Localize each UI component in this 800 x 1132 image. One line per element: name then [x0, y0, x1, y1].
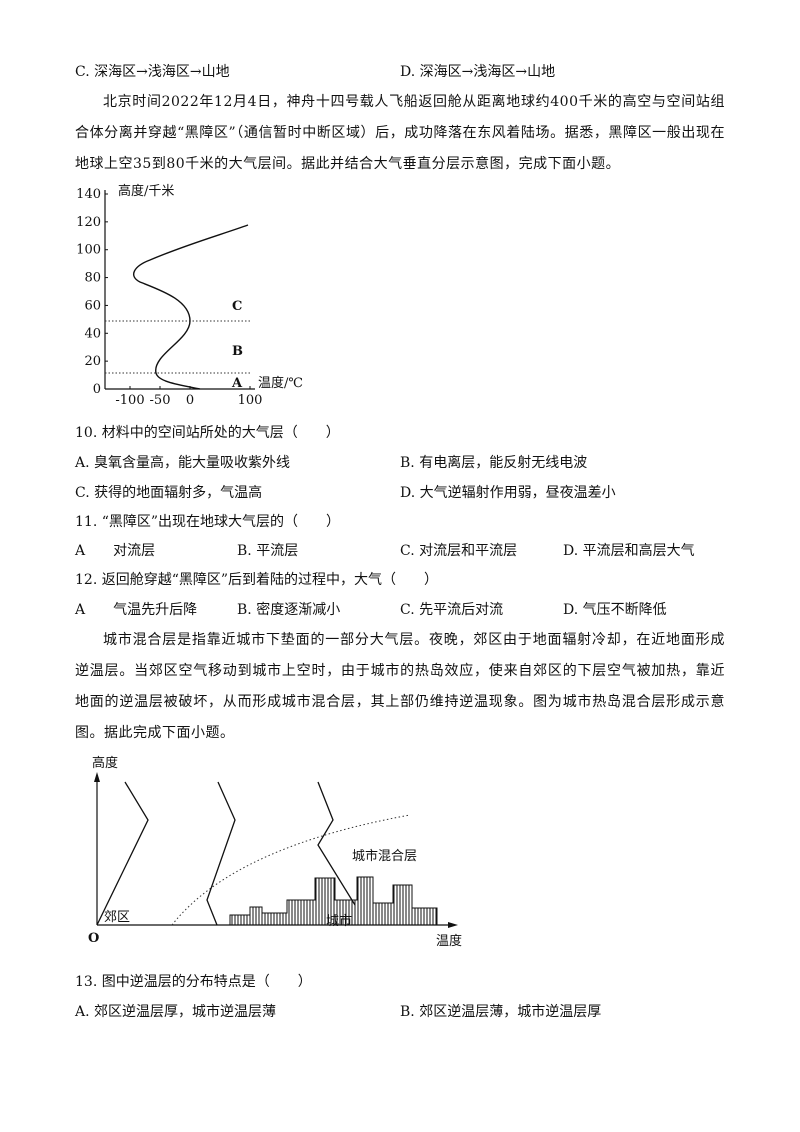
option: B. 郊区逆温层薄，城市逆温层厚 [400, 1004, 602, 1020]
x-tick-label: -50 [150, 393, 171, 408]
question-stem: 10. 材料中的空间站所处的大气层（ ） [75, 425, 340, 441]
y-axis-label: 高度/千米 [118, 183, 174, 199]
y-tick-label: 140 [76, 187, 101, 202]
city-label: 城市 [326, 913, 352, 929]
y-tick-label: 0 [93, 382, 101, 397]
suburb-label: 郊区 [104, 909, 130, 925]
temperature-profile [317, 781, 356, 906]
layer-label: A [231, 376, 243, 391]
option: C. 对流层和平流层 [400, 543, 518, 559]
y-tick-label: 40 [84, 326, 101, 341]
x-axis-label: 温度/℃ [258, 375, 303, 391]
option: B. 密度逐渐减小 [237, 602, 341, 618]
x-tick-label: 0 [186, 393, 194, 408]
option: A 对流层 [75, 543, 156, 559]
x-tick-label: -100 [115, 393, 144, 408]
x-tick-label: 100 [238, 393, 263, 408]
question-stem: 12. 返回舱穿越“黑障区”后到着陆的过程中，大气（ ） [75, 572, 439, 588]
passage: 城市混合层是指靠近城市下垫面的一部分大气层。夜晚，郊区由于地面辐射冷却，在近地面… [75, 632, 725, 741]
origin-label: O [88, 931, 99, 946]
temperature-curve [132, 224, 249, 390]
option: C. 获得的地面辐射多，气温高 [75, 485, 263, 501]
figure-2: 高度 O 温度 郊区 城市 城市混合层 [88, 755, 462, 949]
y-axis-label: 高度 [92, 755, 118, 771]
option: D. 深海区→浅海区→山地 [400, 64, 556, 80]
option: D. 大气逆辐射作用弱，昼夜温差小 [400, 485, 616, 501]
y-tick-label: 20 [84, 354, 101, 369]
arrow [94, 772, 100, 782]
mixed-layer-top [171, 814, 411, 926]
question-stem: 13. 图中逆温层的分布特点是（ ） [75, 974, 312, 990]
option: C. 深海区→浅海区→山地 [75, 64, 230, 80]
option: A. 郊区逆温层厚，城市逆温层薄 [75, 1004, 277, 1020]
y-tick-label: 100 [76, 243, 101, 258]
layer-label: B [232, 344, 243, 359]
passage: 北京时间2022年12月4日，神舟十四号载人飞船返回舱从距离地球约400千米的高… [75, 94, 725, 172]
arrow [448, 922, 458, 928]
y-tick-label: 80 [84, 271, 101, 286]
option: D. 平流层和高层大气 [563, 543, 695, 559]
temperature-profile [96, 781, 149, 926]
question-stem: 11. “黑障区”出现在地球大气层的（ ） [75, 514, 341, 530]
option: D. 气压不断降低 [563, 602, 667, 618]
y-tick-label: 60 [84, 298, 101, 313]
y-tick-label: 120 [76, 215, 101, 230]
mixed-layer-label: 城市混合层 [352, 848, 417, 864]
x-axis-label: 温度 [436, 933, 462, 949]
figure-1: 高度/千米 温度/℃ C B A [104, 183, 303, 391]
option: A 气温先升后降 [75, 602, 198, 618]
option: A. 臭氧含量高，能大量吸收紫外线 [75, 455, 291, 471]
city-buildings [229, 876, 438, 926]
option: B. 有电离层，能反射无线电波 [400, 455, 588, 471]
layer-label: C [232, 299, 242, 314]
option: B. 平流层 [237, 543, 299, 559]
option: C. 先平流后对流 [400, 602, 504, 618]
temperature-profile [206, 781, 236, 926]
